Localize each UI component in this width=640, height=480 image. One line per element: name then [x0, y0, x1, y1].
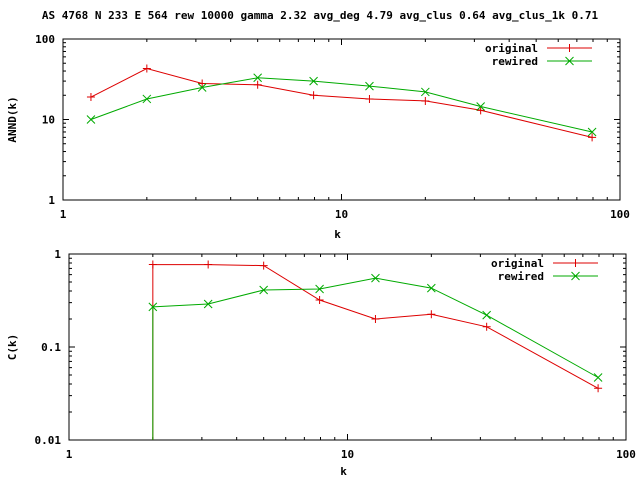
data-point — [142, 94, 152, 104]
data-point — [420, 87, 430, 97]
data-point — [197, 83, 207, 92]
minor-ticks — [63, 39, 620, 200]
data-point — [309, 76, 318, 86]
legend-label-original: original — [485, 42, 538, 55]
data-point — [253, 80, 262, 89]
data-point — [204, 260, 213, 269]
x-tick-label: 100 — [610, 208, 630, 221]
series-line-original — [90, 67, 593, 138]
series-line-original — [152, 264, 599, 389]
data-point — [315, 284, 324, 294]
legend-marker-rewired — [571, 271, 580, 281]
data-point — [427, 310, 436, 319]
data-point — [309, 91, 318, 100]
y-axis-label: C(k) — [6, 334, 19, 361]
x-tick-label: 1 — [60, 208, 67, 221]
legend-label-rewired: rewired — [498, 270, 544, 283]
series-original — [148, 260, 603, 440]
y-tick-label: 1 — [48, 194, 55, 207]
x-tick-label: 1 — [66, 448, 73, 461]
legend-marker-original — [565, 44, 574, 52]
data-point — [476, 102, 486, 111]
series-rewired — [86, 73, 597, 137]
x-tick-label: 10 — [335, 208, 348, 221]
data-point — [371, 315, 380, 324]
page-title: AS 4768 N 233 E 564 rew 10000 gamma 2.32… — [41, 9, 599, 22]
data-point — [315, 296, 324, 305]
data-point — [148, 302, 158, 312]
data-point — [426, 283, 436, 293]
data-point — [259, 285, 269, 295]
legend-label-original: original — [491, 257, 544, 270]
data-point — [482, 310, 492, 320]
y-tick-label: 0.01 — [35, 434, 62, 447]
data-point — [476, 106, 485, 115]
series-line-rewired — [152, 277, 599, 378]
data-point — [482, 322, 491, 331]
series-original — [86, 64, 597, 142]
y-tick-label: 0.1 — [41, 341, 61, 354]
data-point — [198, 79, 207, 88]
data-point — [86, 115, 96, 124]
data-point — [594, 384, 603, 393]
data-point — [365, 94, 374, 103]
data-point — [587, 127, 597, 137]
data-point — [203, 299, 213, 309]
data-point — [365, 81, 374, 91]
y-tick-label: 100 — [35, 33, 55, 46]
data-point — [259, 261, 268, 270]
data-point — [148, 260, 157, 269]
y-axis-label: ANND(k) — [6, 96, 19, 142]
data-point — [588, 133, 597, 142]
legend-label-rewired: rewired — [492, 55, 538, 68]
legend-marker-original — [571, 259, 580, 267]
data-point — [86, 93, 95, 102]
x-axis-label: k — [340, 465, 347, 478]
y-tick-label: 1 — [54, 248, 61, 261]
y-tick-label: 10 — [42, 114, 55, 127]
series-rewired — [148, 273, 603, 440]
data-point — [593, 373, 603, 382]
data-point — [142, 64, 151, 73]
series-line-rewired — [90, 77, 593, 133]
x-axis-label: k — [334, 228, 341, 241]
x-tick-label: 10 — [341, 448, 354, 461]
data-point — [253, 73, 263, 83]
x-tick-label: 100 — [616, 448, 636, 461]
legend-marker-rewired — [565, 56, 574, 66]
data-point — [371, 273, 380, 283]
data-point — [421, 96, 430, 105]
